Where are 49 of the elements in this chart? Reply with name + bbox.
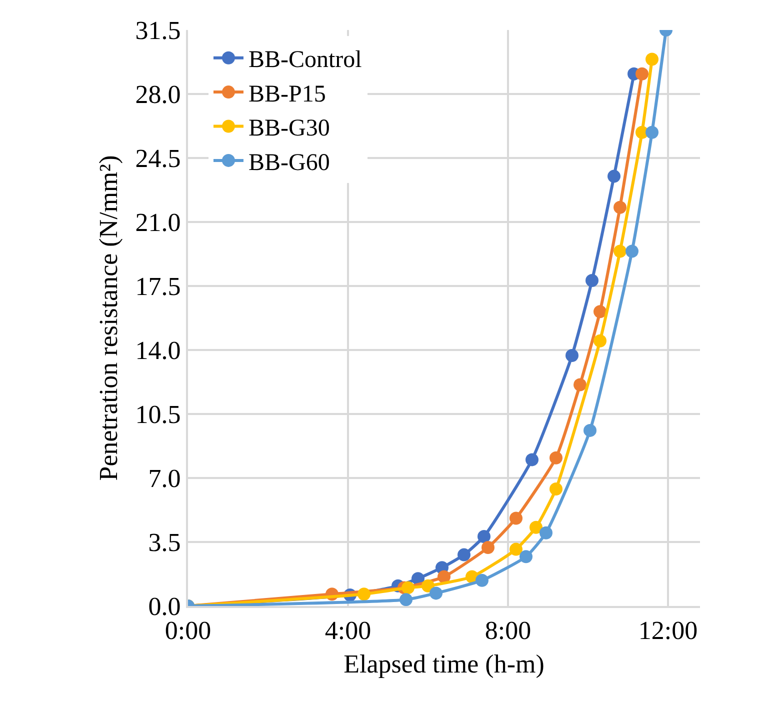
y-axis-title: Penetration resistance (N/mm²) [94,155,124,481]
x-tick-label: 8:00 [484,616,532,646]
point [540,526,552,540]
point [626,244,638,258]
point [614,244,626,258]
point [478,530,490,544]
y-tick-label: 10.5 [135,400,181,430]
y-tick-label: 14.0 [135,336,181,366]
point [566,348,578,362]
point [422,579,434,592]
y-tick-label: 21.0 [135,208,181,238]
point [608,170,620,183]
point [646,126,658,139]
point [594,305,606,318]
y-tick-label: 31.5 [135,16,181,46]
point [458,548,470,562]
point [550,482,562,496]
point [614,200,626,214]
point [636,67,648,80]
point [358,588,370,601]
x-tick-label: 4:00 [324,616,372,646]
x-axis-title: Elapsed time (h-m) [344,649,544,678]
point [594,334,606,348]
point [530,520,542,534]
y-tick-label: 17.5 [135,272,181,302]
y-tick-label: 7.0 [148,464,181,494]
point [574,378,586,392]
point [438,570,450,584]
point [510,542,522,556]
legend-label: BB-G60 [248,150,330,176]
point [550,451,562,464]
point [510,512,522,525]
x-tick-label: 12:00 [638,616,698,646]
legend-label: BB-P15 [248,81,326,108]
point [526,453,538,466]
y-tick-label: 28.0 [135,80,181,110]
point [482,540,494,554]
legend-label: BB-Control [248,47,362,74]
legend-label: BB-G30 [248,116,330,142]
y-tick-label: 24.5 [135,144,181,174]
point [584,424,596,437]
y-tick-label: 3.5 [148,528,181,558]
point [400,593,412,606]
point [586,274,598,288]
point [520,550,532,564]
point [430,586,442,600]
point [402,581,414,594]
point [476,574,488,587]
point [646,52,658,66]
